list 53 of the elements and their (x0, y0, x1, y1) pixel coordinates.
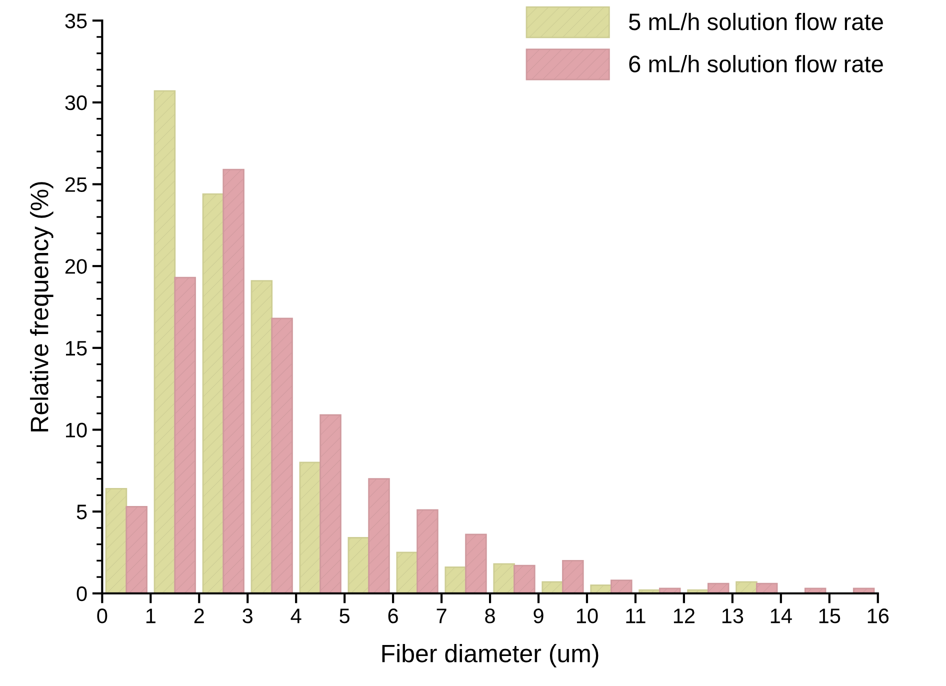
bar (396, 552, 418, 594)
x-tick-label: 7 (436, 608, 446, 624)
bar (708, 582, 730, 594)
x-tick-label: 5 (340, 608, 350, 624)
x-tick-label: 4 (290, 608, 302, 624)
x-tick-label: 2 (194, 608, 204, 624)
x-tick-label: 9 (534, 608, 544, 624)
bar (444, 566, 466, 594)
x-tick-label: 13 (722, 608, 744, 624)
bar (222, 168, 244, 594)
x-tick-label: 6 (388, 608, 398, 624)
x-tick-label: 1 (146, 608, 156, 624)
x-tick-label: 8 (485, 608, 495, 624)
bar (493, 563, 515, 594)
y-tick-label: 30 (65, 95, 87, 110)
y-tick-label: 25 (65, 177, 87, 192)
y-tick-label: 15 (66, 341, 87, 356)
bar (756, 582, 778, 594)
y-tick-label: 10 (66, 422, 87, 438)
bar (250, 280, 273, 594)
bar (348, 537, 370, 594)
y-tick-label: 20 (65, 259, 87, 274)
bar (465, 534, 487, 594)
bar (299, 462, 322, 594)
bar (368, 478, 390, 594)
bar (154, 90, 176, 594)
bar (514, 564, 536, 594)
x-tick-label: 0 (97, 608, 108, 624)
y-axis-title: Relative frequency (%) (30, 182, 54, 432)
bar (610, 580, 632, 594)
x-tick-label: 3 (242, 608, 252, 624)
bar (562, 560, 584, 594)
y-tick-label: 35 (65, 14, 87, 28)
legend-label: 6 mL/h solution flow rate (629, 55, 883, 72)
x-tick-label: 10 (576, 608, 598, 624)
bar (736, 581, 758, 594)
x-tick-label: 11 (626, 608, 646, 624)
bar (271, 318, 293, 594)
x-tick-label: 15 (819, 608, 840, 624)
bar (416, 509, 438, 594)
legend-label: 5 mL/h solution flow rate (629, 12, 883, 30)
y-tick-label: 0 (76, 586, 87, 602)
bar (174, 276, 196, 594)
x-tick-label: 16 (868, 608, 889, 624)
bar (202, 193, 224, 594)
y-tick-label: 5 (76, 504, 87, 520)
x-tick-label: 12 (674, 608, 694, 624)
bar (105, 488, 128, 594)
x-axis-title: Fiber diameter (um) (382, 644, 598, 668)
bar (126, 506, 148, 594)
bar (542, 581, 564, 594)
bar (320, 414, 342, 594)
x-tick-label: 14 (770, 608, 792, 624)
